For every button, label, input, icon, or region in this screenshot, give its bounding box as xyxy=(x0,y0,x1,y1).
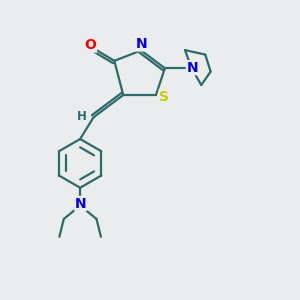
Text: N: N xyxy=(135,37,147,51)
Text: O: O xyxy=(85,38,97,52)
Text: N: N xyxy=(186,61,198,75)
Text: N: N xyxy=(75,196,87,211)
Text: H: H xyxy=(77,110,87,123)
Text: S: S xyxy=(159,89,169,103)
